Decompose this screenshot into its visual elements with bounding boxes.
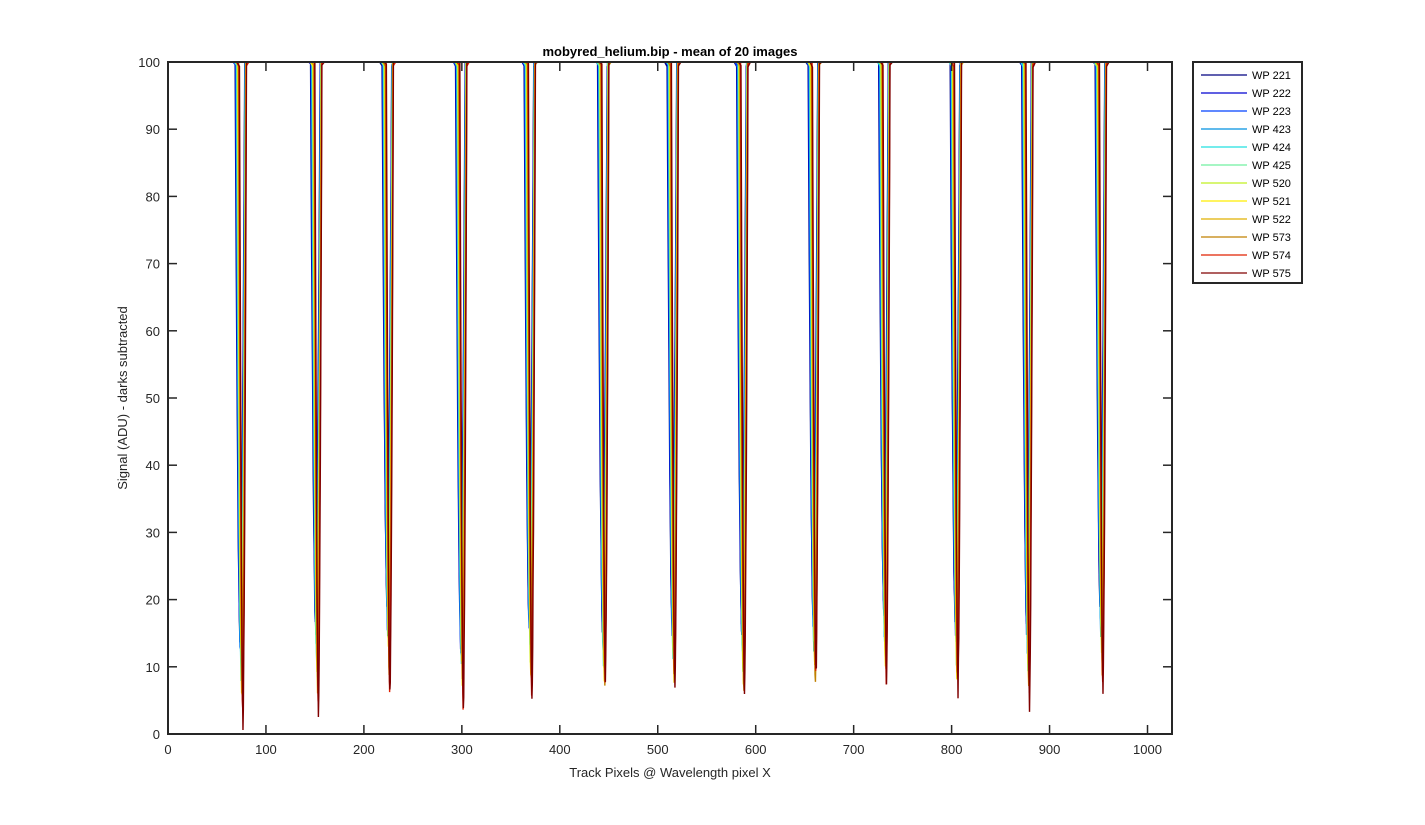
plot-frame (167, 61, 1173, 735)
y-tick-label: 70 (146, 257, 160, 272)
x-tick-label: 700 (843, 742, 865, 757)
legend-label: WP 520 (1252, 178, 1291, 190)
x-tick-label: 300 (451, 742, 473, 757)
legend-label: WP 575 (1252, 268, 1291, 280)
legend-label: WP 573 (1252, 232, 1291, 244)
legend-label: WP 222 (1252, 88, 1291, 100)
x-tick-label: 900 (1039, 742, 1061, 757)
x-tick-label: 400 (549, 742, 571, 757)
y-tick-label: 20 (146, 593, 160, 608)
y-tick-label: 10 (146, 660, 160, 675)
x-tick-label: 600 (745, 742, 767, 757)
x-tick-label: 500 (647, 742, 669, 757)
legend-label: WP 221 (1252, 70, 1291, 82)
series-layer (232, 62, 1110, 731)
y-tick-label: 50 (146, 391, 160, 406)
x-tick-label: 800 (941, 742, 963, 757)
legend-label: WP 424 (1252, 142, 1291, 154)
legend-label: WP 223 (1252, 106, 1291, 118)
legend-box (1192, 61, 1303, 284)
x-tick-label: 200 (353, 742, 375, 757)
x-tick-label: 0 (164, 742, 171, 757)
y-axis-label: Signal (ADU) - darks subtracted (115, 306, 130, 490)
x-tick-label: 1000 (1133, 742, 1162, 757)
y-tick-label: 30 (146, 525, 160, 540)
y-tick-label: 40 (146, 458, 160, 473)
legend-label: WP 522 (1252, 214, 1291, 226)
x-tick-label: 100 (255, 742, 277, 757)
y-tick-label: 80 (146, 189, 160, 204)
y-tick-label: 90 (146, 122, 160, 137)
y-tick-label: 100 (138, 55, 160, 70)
ticks-layer: 0 100 200 300 400 500 600 700 800 900 1000 0 10 20 30 4… (138, 55, 1172, 757)
legend-label: WP 423 (1252, 124, 1291, 136)
legend-label: WP 521 (1252, 196, 1291, 208)
legend-label: WP 425 (1252, 160, 1291, 172)
y-tick-label: 0 (153, 727, 160, 742)
x-axis-label: Track Pixels @ Wavelength pixel X (569, 765, 771, 780)
legend: WP 221 WP 222 WP 223 WP 423 WP 424 WP 425 WP 5… (1192, 61, 1303, 284)
legend-label: WP 574 (1252, 250, 1291, 262)
y-tick-label: 60 (146, 324, 160, 339)
series-line (236, 62, 1110, 731)
chart-title: mobyred_helium.bip - mean of 20 images (542, 44, 797, 59)
